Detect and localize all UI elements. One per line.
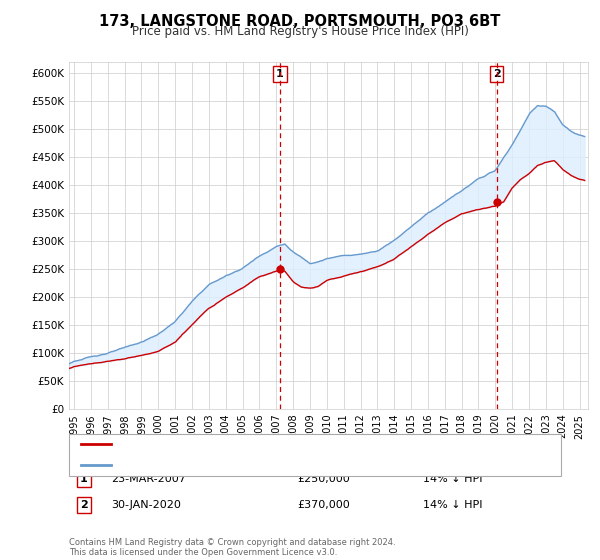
Text: 23-MAR-2007: 23-MAR-2007: [111, 474, 186, 484]
Text: 173, LANGSTONE ROAD, PORTSMOUTH, PO3 6BT (detached house): 173, LANGSTONE ROAD, PORTSMOUTH, PO3 6BT…: [117, 439, 466, 449]
Text: 2: 2: [80, 500, 88, 510]
Text: £250,000: £250,000: [297, 474, 350, 484]
Text: 30-JAN-2020: 30-JAN-2020: [111, 500, 181, 510]
Text: 14% ↓ HPI: 14% ↓ HPI: [423, 500, 482, 510]
Text: 2: 2: [493, 69, 500, 79]
Text: 173, LANGSTONE ROAD, PORTSMOUTH, PO3 6BT: 173, LANGSTONE ROAD, PORTSMOUTH, PO3 6BT: [100, 14, 500, 29]
Text: 1: 1: [276, 69, 284, 79]
Text: Contains HM Land Registry data © Crown copyright and database right 2024.
This d: Contains HM Land Registry data © Crown c…: [69, 538, 395, 557]
Text: 1: 1: [80, 474, 88, 484]
Text: HPI: Average price, detached house, Portsmouth: HPI: Average price, detached house, Port…: [117, 460, 370, 470]
Text: 14% ↓ HPI: 14% ↓ HPI: [423, 474, 482, 484]
Text: Price paid vs. HM Land Registry's House Price Index (HPI): Price paid vs. HM Land Registry's House …: [131, 25, 469, 38]
Text: £370,000: £370,000: [297, 500, 350, 510]
